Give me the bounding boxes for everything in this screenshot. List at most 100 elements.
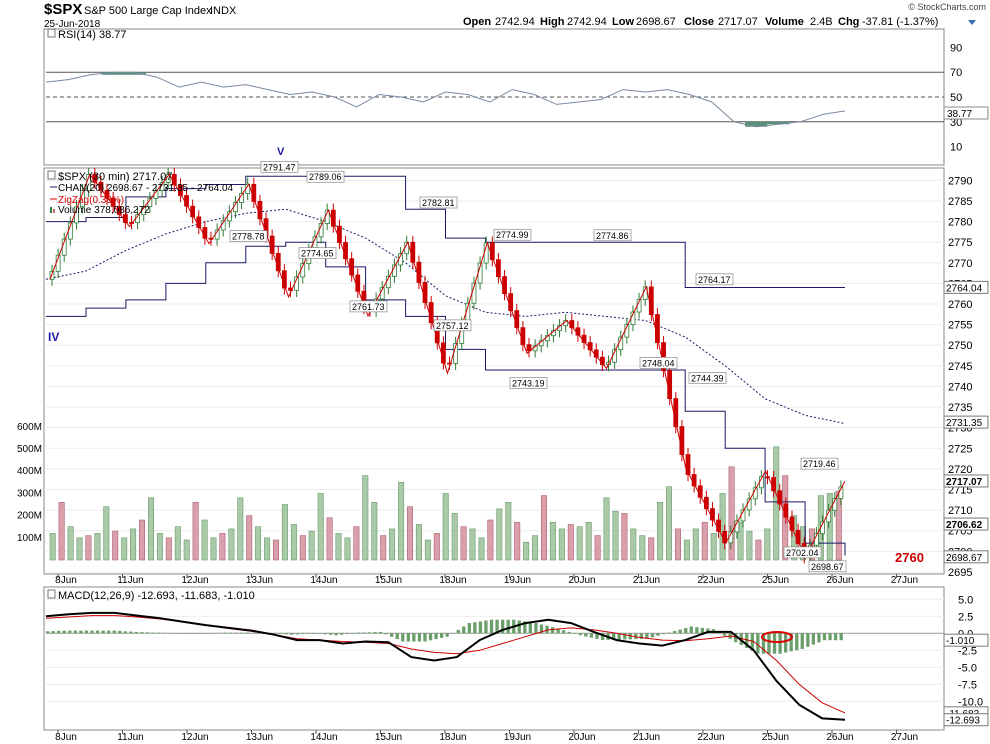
macd-tick: 2.5 [958, 611, 973, 623]
macd-histogram-bar [123, 631, 127, 634]
price-tag-box [943, 415, 989, 429]
macd-histogram-bar [734, 633, 738, 643]
volume-bar [344, 537, 351, 561]
price-tick: 2755 [948, 320, 972, 332]
volume-bar [165, 537, 172, 561]
volume-bar [85, 535, 92, 561]
zigzag-label-box [695, 273, 734, 286]
macd-histogram-bar [473, 622, 477, 634]
x-axis-label: 14Jun [310, 732, 337, 743]
volume-bar [290, 524, 297, 561]
macd-histogram-bar [550, 627, 555, 634]
macd-histogram-bar [218, 632, 222, 634]
svg-text:$SPX (30 min) 2717.07: $SPX (30 min) 2717.07 [58, 171, 172, 183]
macd-histogram-bar [390, 633, 394, 637]
macd-histogram-bar [684, 628, 688, 634]
macd-histogram-bar [795, 633, 799, 651]
dropdown-arrow-icon[interactable] [968, 20, 976, 25]
macd-histogram-bar [73, 630, 77, 634]
zigzag-label: 2774.99 [496, 230, 529, 240]
zigzag-label-box [509, 377, 548, 389]
macd-histogram-bar [567, 631, 571, 634]
macd-histogram-bar [584, 633, 588, 637]
macd-histogram-bar [833, 633, 838, 641]
volume-bar [683, 539, 690, 561]
macd-histogram-bar [245, 632, 250, 634]
volume-bar [692, 528, 699, 561]
rsi-value-label: 38.77 [947, 109, 972, 120]
macd-histogram-bar [90, 630, 94, 634]
zigzag-label: 2743.19 [512, 378, 545, 388]
zigzag-label-box [783, 546, 822, 559]
macd-histogram-bar [539, 624, 544, 634]
svg-text:Volume: Volume [765, 16, 804, 28]
volume-bar [201, 519, 208, 561]
macd-histogram-bar [634, 633, 638, 640]
macd-histogram-bar [279, 633, 283, 634]
x-axis-label: 27Jun [891, 575, 918, 586]
macd-histogram-bar [201, 633, 205, 634]
macd-panel: MACD(12,26,9) -12.693, -11.683, -1.010 5… [43, 586, 989, 731]
volume-bar [755, 539, 762, 561]
price-tick: 2695 [948, 567, 972, 579]
macd-histogram-bar [478, 621, 483, 634]
macd-histogram-bar [506, 619, 510, 634]
volume-bar [219, 533, 226, 561]
macd-histogram-bar [79, 630, 83, 634]
macd-histogram-bar [722, 633, 727, 636]
volume-bar [112, 530, 119, 561]
macd-histogram-bar [190, 633, 194, 634]
x-axis-label: 22Jun [697, 575, 724, 586]
macd-histogram-bar [323, 633, 327, 635]
volume-bar [567, 524, 574, 561]
macd-histogram-bar [545, 625, 549, 634]
zigzag-label-box [229, 230, 268, 242]
price-marker: IV [48, 330, 59, 344]
volume-bar [398, 481, 405, 561]
macd-histogram-bar [595, 633, 599, 639]
volume-bar [130, 528, 137, 561]
x-axis-label: 11Jun [117, 575, 144, 586]
zigzag-label-box [419, 196, 458, 209]
volume-bar [746, 530, 753, 561]
macd-histogram-bar [800, 633, 804, 649]
x-axis-label: 25Jun [762, 732, 789, 743]
macd-histogram-bar [750, 633, 754, 651]
macd-tick: -7.5 [958, 679, 977, 691]
macd-histogram-bar [589, 633, 594, 638]
volume-bar [174, 526, 181, 561]
rsi-panel: RSI(14) 38.77 90 70 50 30 10 38.77 V [43, 28, 989, 166]
svg-text:Low: Low [612, 16, 634, 28]
x-axis-label: 13Jun [246, 575, 273, 586]
macd-histogram-bar [395, 633, 399, 640]
macd-line [45, 611, 846, 721]
macd-histogram-bar [251, 632, 255, 634]
x-axis-label: 14Jun [310, 575, 337, 586]
macd-histogram-bar [501, 619, 505, 634]
price-panel: 2791.47 2778.78 2789.06 2774.65 2761.73 2782.… [17, 161, 989, 579]
price-tag-box [943, 280, 989, 294]
macd-histogram-bar [168, 633, 172, 634]
x-axis-label: 26Jun [826, 732, 853, 743]
x-axis-label: 20Jun [568, 575, 595, 586]
macd-histogram-bar [489, 619, 494, 634]
macd-histogram-bar [273, 633, 277, 634]
zigzag-label: 2757.12 [436, 321, 469, 331]
volume-bars [49, 446, 842, 561]
zigzag-label: 2748.04 [642, 358, 675, 368]
volume-bar [523, 541, 530, 561]
macd-histogram-bar [617, 633, 621, 640]
price-tag: 2717.07 [946, 477, 983, 488]
svg-text:2698.67: 2698.67 [636, 16, 676, 28]
candle-body [526, 344, 532, 352]
svg-text:Chg: Chg [838, 16, 859, 28]
volume-bar [576, 526, 583, 561]
macd-histogram-bar [440, 633, 444, 638]
x-axis-label: 11Jun [117, 732, 144, 743]
macd-histogram-bar [700, 627, 704, 634]
zigzag-label: 2774.86 [596, 231, 629, 241]
price-tick: 2785 [948, 196, 972, 208]
svg-text:2717.07: 2717.07 [718, 16, 758, 28]
zigzag-label: 2782.81 [422, 198, 455, 208]
price-tick: 2770 [948, 258, 972, 270]
